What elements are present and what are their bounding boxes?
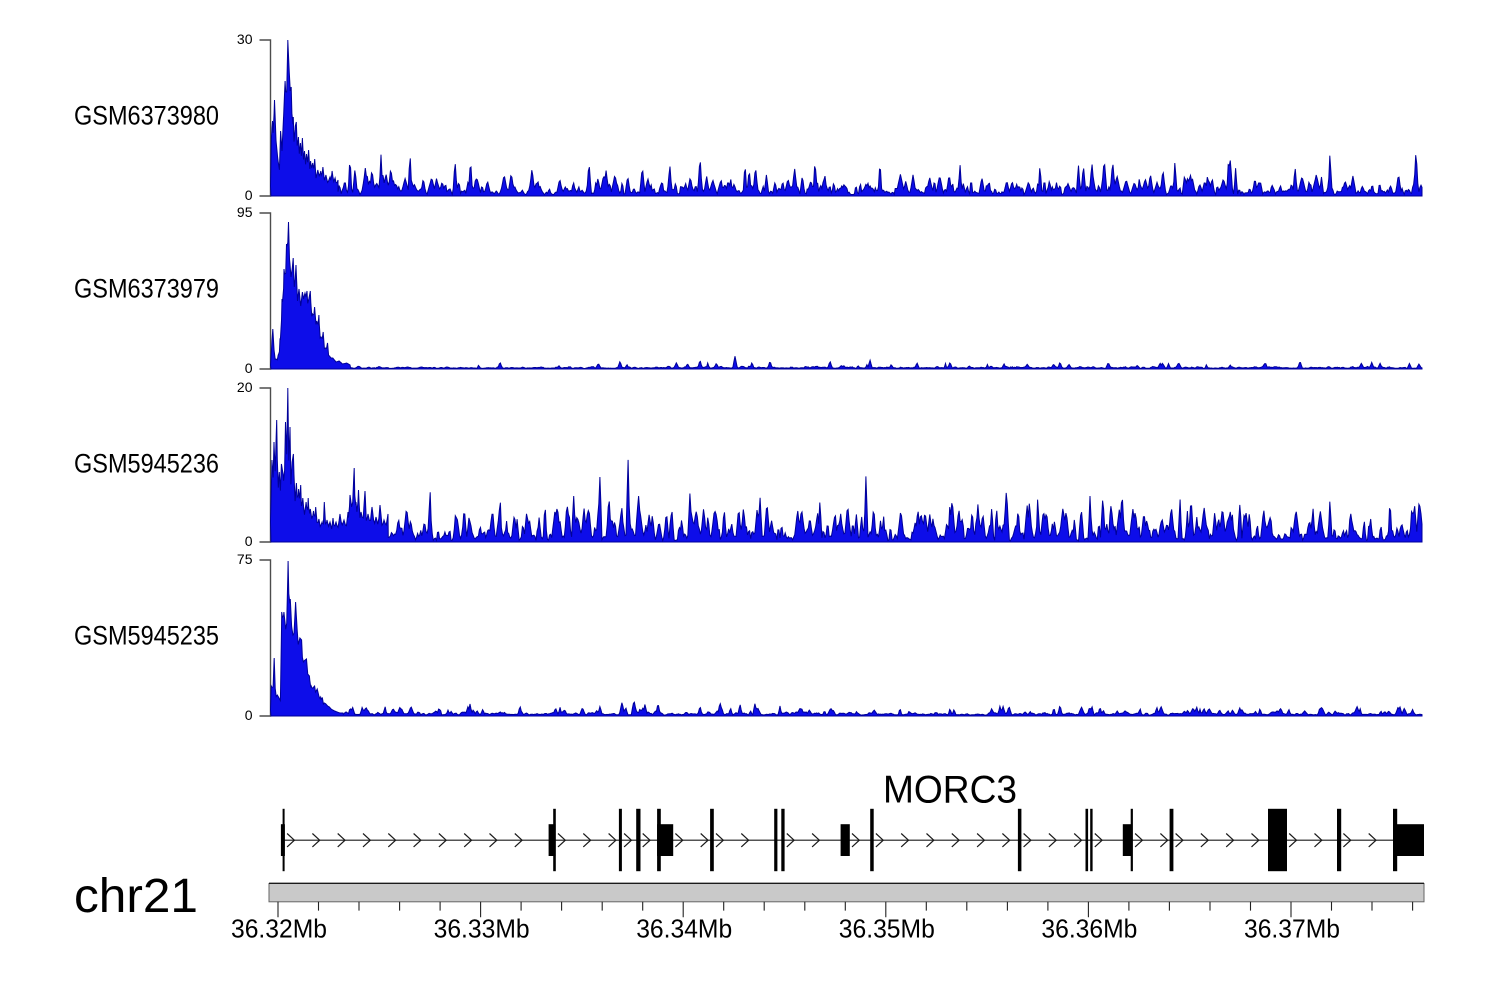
svg-text:36.33Mb: 36.33Mb (434, 914, 530, 944)
svg-text:36.37Mb: 36.37Mb (1244, 914, 1340, 944)
svg-text:0: 0 (245, 187, 253, 203)
svg-text:GSM5945235: GSM5945235 (74, 621, 219, 651)
svg-text:36.32Mb: 36.32Mb (231, 914, 327, 944)
svg-text:MORC3: MORC3 (883, 769, 1017, 812)
svg-text:0: 0 (245, 533, 253, 549)
svg-text:75: 75 (237, 551, 253, 567)
svg-text:30: 30 (237, 31, 253, 47)
svg-text:GSM6373979: GSM6373979 (74, 274, 219, 304)
svg-text:0: 0 (245, 707, 253, 723)
svg-text:36.34Mb: 36.34Mb (636, 914, 732, 944)
svg-text:chr21: chr21 (74, 870, 198, 923)
svg-text:36.36Mb: 36.36Mb (1041, 914, 1137, 944)
svg-text:95: 95 (237, 204, 253, 220)
svg-text:20: 20 (237, 379, 253, 395)
svg-text:0: 0 (245, 360, 253, 376)
svg-text:GSM5945236: GSM5945236 (74, 449, 219, 479)
svg-text:GSM6373980: GSM6373980 (74, 101, 219, 131)
svg-text:36.35Mb: 36.35Mb (839, 914, 935, 944)
